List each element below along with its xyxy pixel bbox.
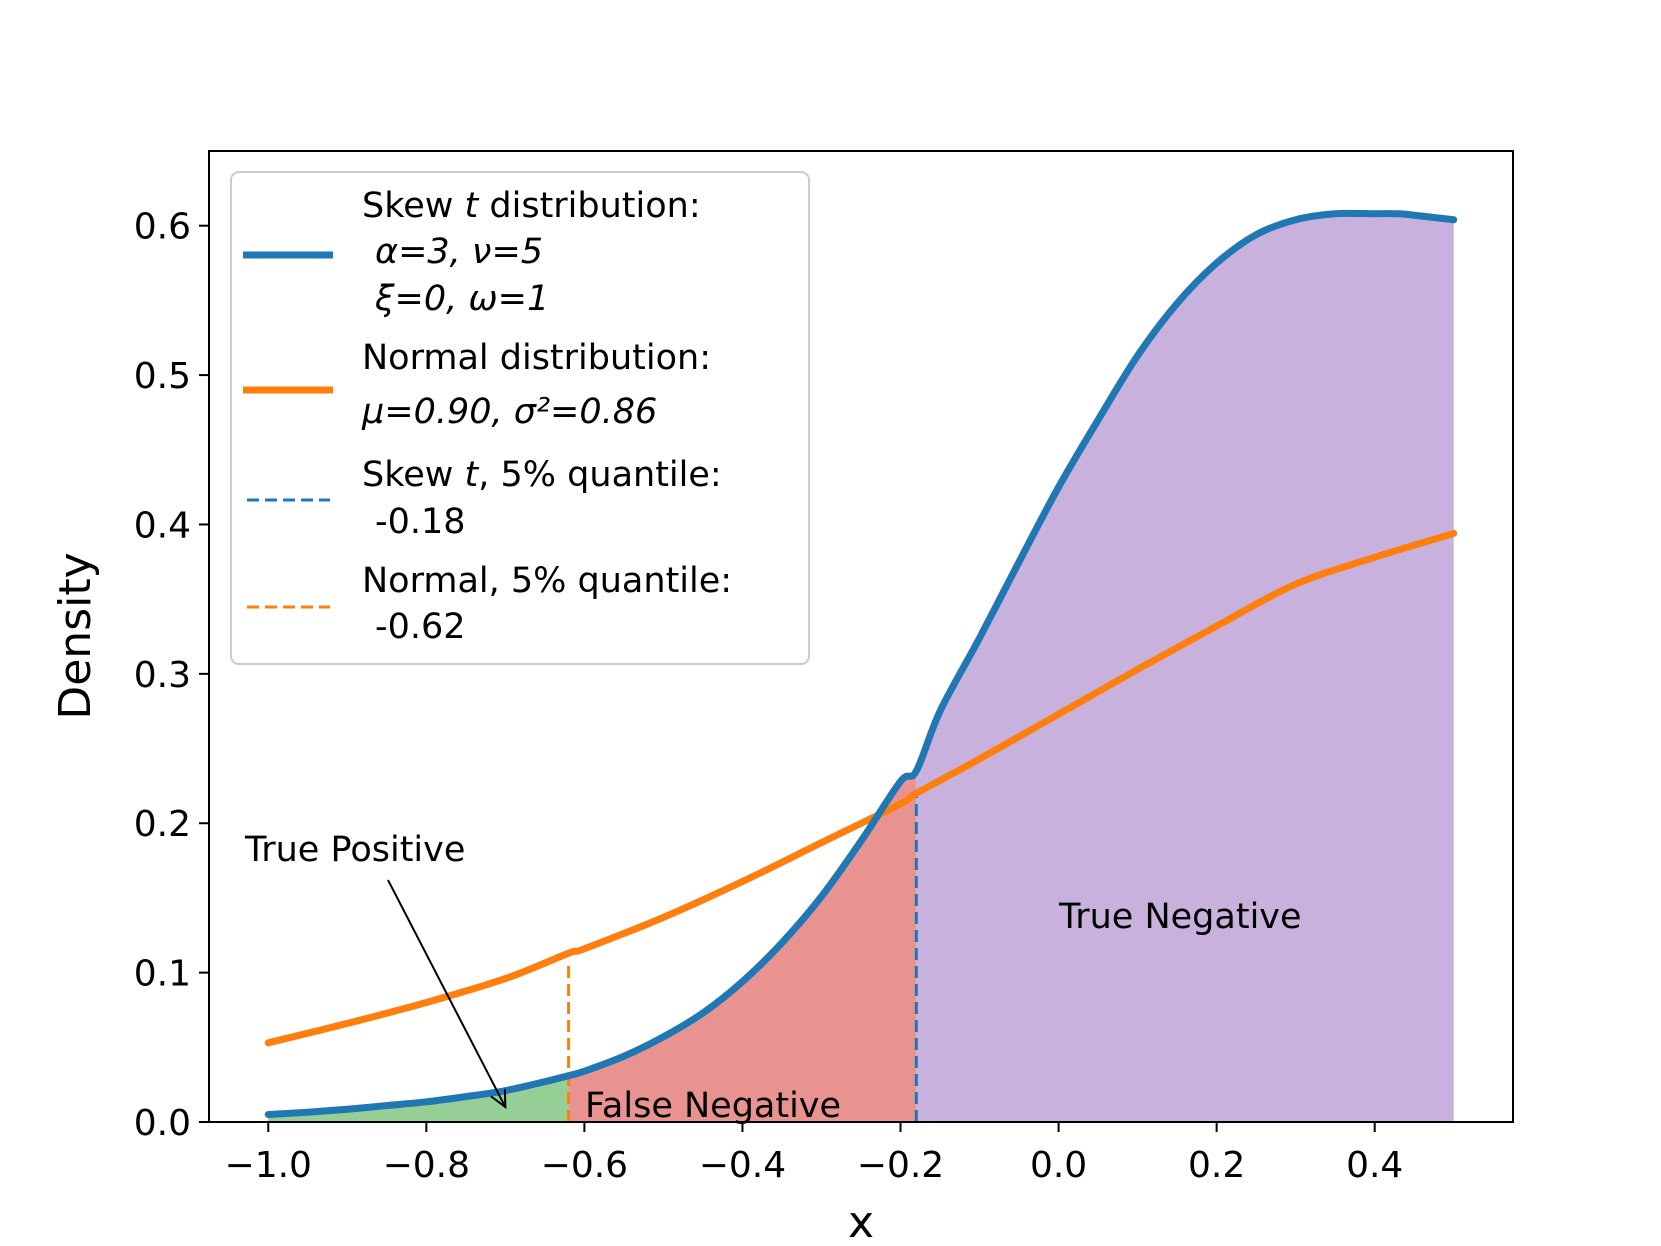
- y-tick-label: 0.5: [134, 356, 191, 397]
- legend-normal-quantile-line2: -0.62: [375, 607, 466, 647]
- false-negative-label: False Negative: [585, 1086, 841, 1126]
- legend-skew-t-quantile-line2: -0.18: [375, 502, 466, 542]
- plot-frame: [208, 150, 1514, 1123]
- normal-curve: [264, 529, 1458, 1047]
- x-tick-label: −0.4: [699, 1145, 786, 1186]
- x-axis-ticks: −1.0 −0.8 −0.6 −0.4 −0.2 0.0 0.2 0.4: [225, 1122, 1403, 1186]
- x-axis-title: x: [848, 1197, 874, 1246]
- x-tick-label: −0.8: [383, 1145, 470, 1186]
- x-tick-label: −0.6: [541, 1145, 628, 1186]
- true-negative-region: [916, 213, 1454, 1123]
- legend-skew-t-line1: Skew t distribution:: [362, 186, 701, 226]
- y-axis-ticks: 0.0 0.1 0.2 0.3 0.4 0.5 0.6: [134, 207, 209, 1144]
- y-axis-title: Density: [50, 552, 101, 719]
- legend-normal-quantile-line1: Normal, 5% quantile:: [362, 561, 732, 601]
- x-tick-label: 0.2: [1188, 1145, 1245, 1186]
- y-tick-label: 0.1: [134, 954, 191, 995]
- legend-box: [230, 171, 810, 665]
- skew-t-curve: [264, 209, 1458, 1119]
- true-positive-arrowhead: [490, 1089, 507, 1110]
- y-tick-label: 0.0: [134, 1103, 191, 1144]
- y-tick-label: 0.6: [134, 207, 191, 248]
- true-positive-label: True Positive: [244, 830, 465, 870]
- x-tick-label: 0.0: [1030, 1145, 1087, 1186]
- legend-skew-t-line2: α=3, ν=5: [375, 232, 543, 272]
- y-tick-label: 0.2: [134, 804, 191, 845]
- legend-normal-line2: μ=0.90, σ²=0.86: [361, 392, 657, 432]
- true-positive-arrow: [387, 879, 507, 1108]
- x-tick-label: −0.2: [857, 1145, 944, 1186]
- legend-skew-t-line3: ξ=0, ω=1: [374, 279, 549, 319]
- legend-skew-t-quantile-line1: Skew t, 5% quantile:: [362, 455, 722, 495]
- y-tick-label: 0.3: [134, 655, 191, 696]
- legend: Skew t distribution: α=3, ν=5 ξ=0, ω=1 N…: [230, 171, 810, 665]
- legend-normal-line1: Normal distribution:: [362, 338, 711, 378]
- y-tick-label: 0.4: [134, 505, 191, 546]
- x-tick-label: −1.0: [225, 1145, 312, 1186]
- x-tick-label: 0.4: [1346, 1145, 1403, 1186]
- true-negative-label: True Negative: [1058, 897, 1302, 937]
- false-negative-region: [568, 770, 917, 1122]
